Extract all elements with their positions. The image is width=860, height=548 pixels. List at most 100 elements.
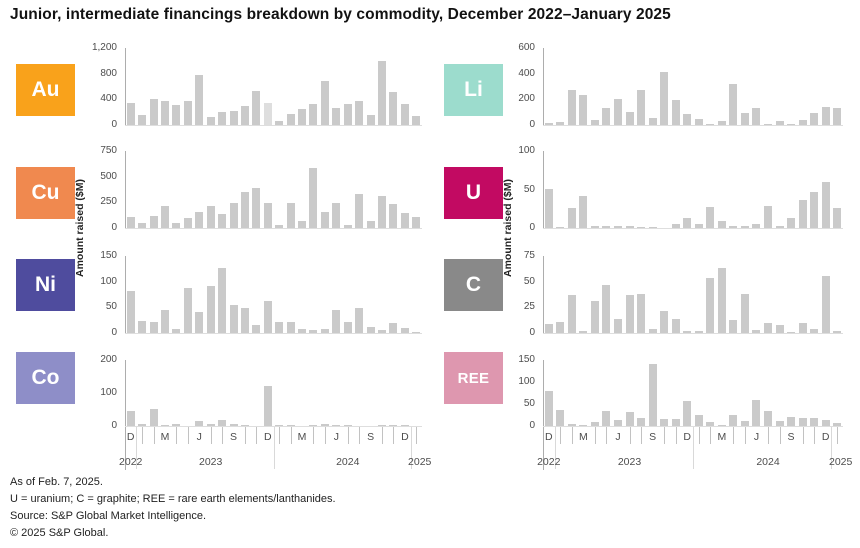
month-tick-apr-2023: [594, 427, 596, 444]
year-separator: [136, 427, 138, 469]
year-label-2024: 2024: [336, 456, 360, 468]
u-bar-mar-2024: [717, 221, 726, 228]
ree-bar-aug-2023: [637, 418, 646, 426]
au-y-axis-line: [125, 48, 126, 125]
au-bar-aug-2023: [218, 112, 227, 125]
ni-bar-nov-2024: [389, 323, 398, 333]
ree-bar-jan-2025: [833, 423, 842, 426]
month-tick-jul-2024: [768, 427, 769, 444]
u-bar-apr-2023: [590, 226, 599, 228]
tile-co: Co: [16, 352, 75, 404]
ree-bar-jun-2024: [752, 400, 761, 426]
year-label-2023: 2023: [198, 456, 223, 468]
ni-bar-may-2023: [183, 288, 192, 333]
li-bar-feb-2023: [567, 90, 576, 125]
ni-ytick-label: 50: [105, 301, 117, 313]
c-bar-sep-2024: [787, 332, 796, 333]
au-bar-nov-2024: [389, 92, 398, 125]
cu-bar-mar-2023: [160, 206, 169, 228]
co-bar-dec-2024: [400, 425, 409, 426]
footnote-copyright: © 2025 S&P Global.: [10, 527, 109, 539]
ree-bar-feb-2023: [567, 424, 576, 426]
c-bar-mar-2023: [579, 331, 588, 333]
ree-ytick-label: 50: [523, 398, 535, 409]
au-bar-feb-2023: [149, 99, 158, 125]
c-bar-aug-2023: [637, 294, 646, 333]
cu-bar-jan-2025: [412, 217, 421, 228]
co-bar-dec-2022: [126, 411, 135, 426]
month-tick-jul-2023: [629, 427, 631, 444]
li-bar-jan-2024: [694, 119, 703, 125]
li-bar-oct-2023: [660, 72, 669, 125]
month-tick-jan-2024: [279, 427, 281, 444]
month-tick-jan-2023: [142, 427, 144, 444]
ni-bar-feb-2024: [286, 322, 295, 333]
ni-x-baseline: [125, 333, 422, 334]
y-axis-title-right: Amount raised ($M): [502, 179, 514, 278]
month-tick-feb-2024: [290, 427, 292, 444]
month-tick-jan-2025: [416, 427, 418, 444]
month-label-dec-2022: D: [544, 431, 553, 443]
au-bar-feb-2024: [286, 114, 295, 125]
month-label-sep-2023: S: [649, 431, 657, 443]
u-x-baseline: [543, 228, 843, 229]
u-bar-may-2023: [602, 226, 611, 228]
co-bar-jul-2023: [206, 424, 215, 426]
month-label-sep-2023: S: [230, 431, 238, 443]
au-bar-apr-2024: [309, 104, 318, 125]
li-bar-sep-2023: [648, 118, 657, 125]
c-bar-may-2024: [740, 294, 749, 333]
ree-bar-dec-2022: [544, 391, 553, 426]
co-bar-jun-2023: [195, 421, 204, 426]
co-bar-apr-2023: [172, 424, 181, 426]
month-label-jun-2024: J: [333, 431, 339, 443]
u-ytick-label: 0: [529, 222, 535, 233]
year-label-2025: 2025: [829, 456, 853, 468]
c-bar-apr-2023: [590, 301, 599, 333]
tile-label-li: Li: [464, 78, 483, 101]
cu-bar-jan-2024: [275, 225, 284, 228]
li-y-axis-line: [543, 48, 544, 125]
cu-bar-apr-2023: [172, 223, 181, 228]
tile-c: C: [444, 259, 503, 311]
ree-bar-sep-2024: [787, 417, 796, 426]
c-bar-jul-2024: [764, 323, 772, 333]
c-bar-jun-2023: [614, 319, 622, 333]
c-ytick-label: 25: [523, 301, 535, 313]
tile-label-c: C: [465, 273, 482, 296]
c-bar-jul-2023: [625, 295, 634, 333]
month-tick-oct-2024: [802, 427, 804, 444]
year-label-2023: 2023: [617, 456, 642, 468]
c-bar-may-2023: [602, 285, 611, 333]
year-label-2022: 2022: [537, 456, 561, 468]
month-tick-nov-2024: [393, 427, 395, 444]
c-bar-oct-2024: [798, 323, 807, 333]
ni-bar-apr-2023: [172, 329, 181, 333]
au-ytick-label: 1,200: [91, 42, 117, 53]
li-ytick-label: 0: [529, 119, 535, 130]
ni-bar-mar-2024: [298, 329, 307, 333]
au-bar-jan-2025: [412, 116, 421, 125]
u-bar-jun-2024: [752, 224, 761, 228]
year-separator: [693, 427, 694, 469]
co-bar-jan-2024: [275, 425, 284, 426]
month-tick-oct-2023: [664, 427, 666, 444]
month-tick-jan-2024: [698, 427, 700, 444]
month-tick-may-2024: [744, 427, 746, 444]
ree-bar-mar-2023: [579, 425, 588, 426]
li-bar-may-2023: [602, 108, 611, 125]
co-bar-dec-2023: [263, 386, 272, 426]
month-label-dec-2023: D: [683, 431, 692, 443]
month-tick-aug-2023: [222, 427, 224, 444]
co-ytick-label: 100: [100, 387, 117, 398]
ni-bar-apr-2024: [309, 330, 318, 333]
tile-au: Au: [16, 64, 75, 116]
ree-bar-jan-2023: [556, 410, 565, 426]
cu-bar-oct-2024: [378, 196, 387, 228]
c-bar-oct-2023: [660, 311, 669, 333]
au-bar-may-2024: [320, 81, 329, 125]
li-bar-aug-2024: [775, 121, 784, 125]
u-bar-mar-2023: [579, 196, 588, 228]
li-bar-aug-2023: [637, 90, 646, 125]
ni-bar-dec-2024: [400, 328, 409, 333]
